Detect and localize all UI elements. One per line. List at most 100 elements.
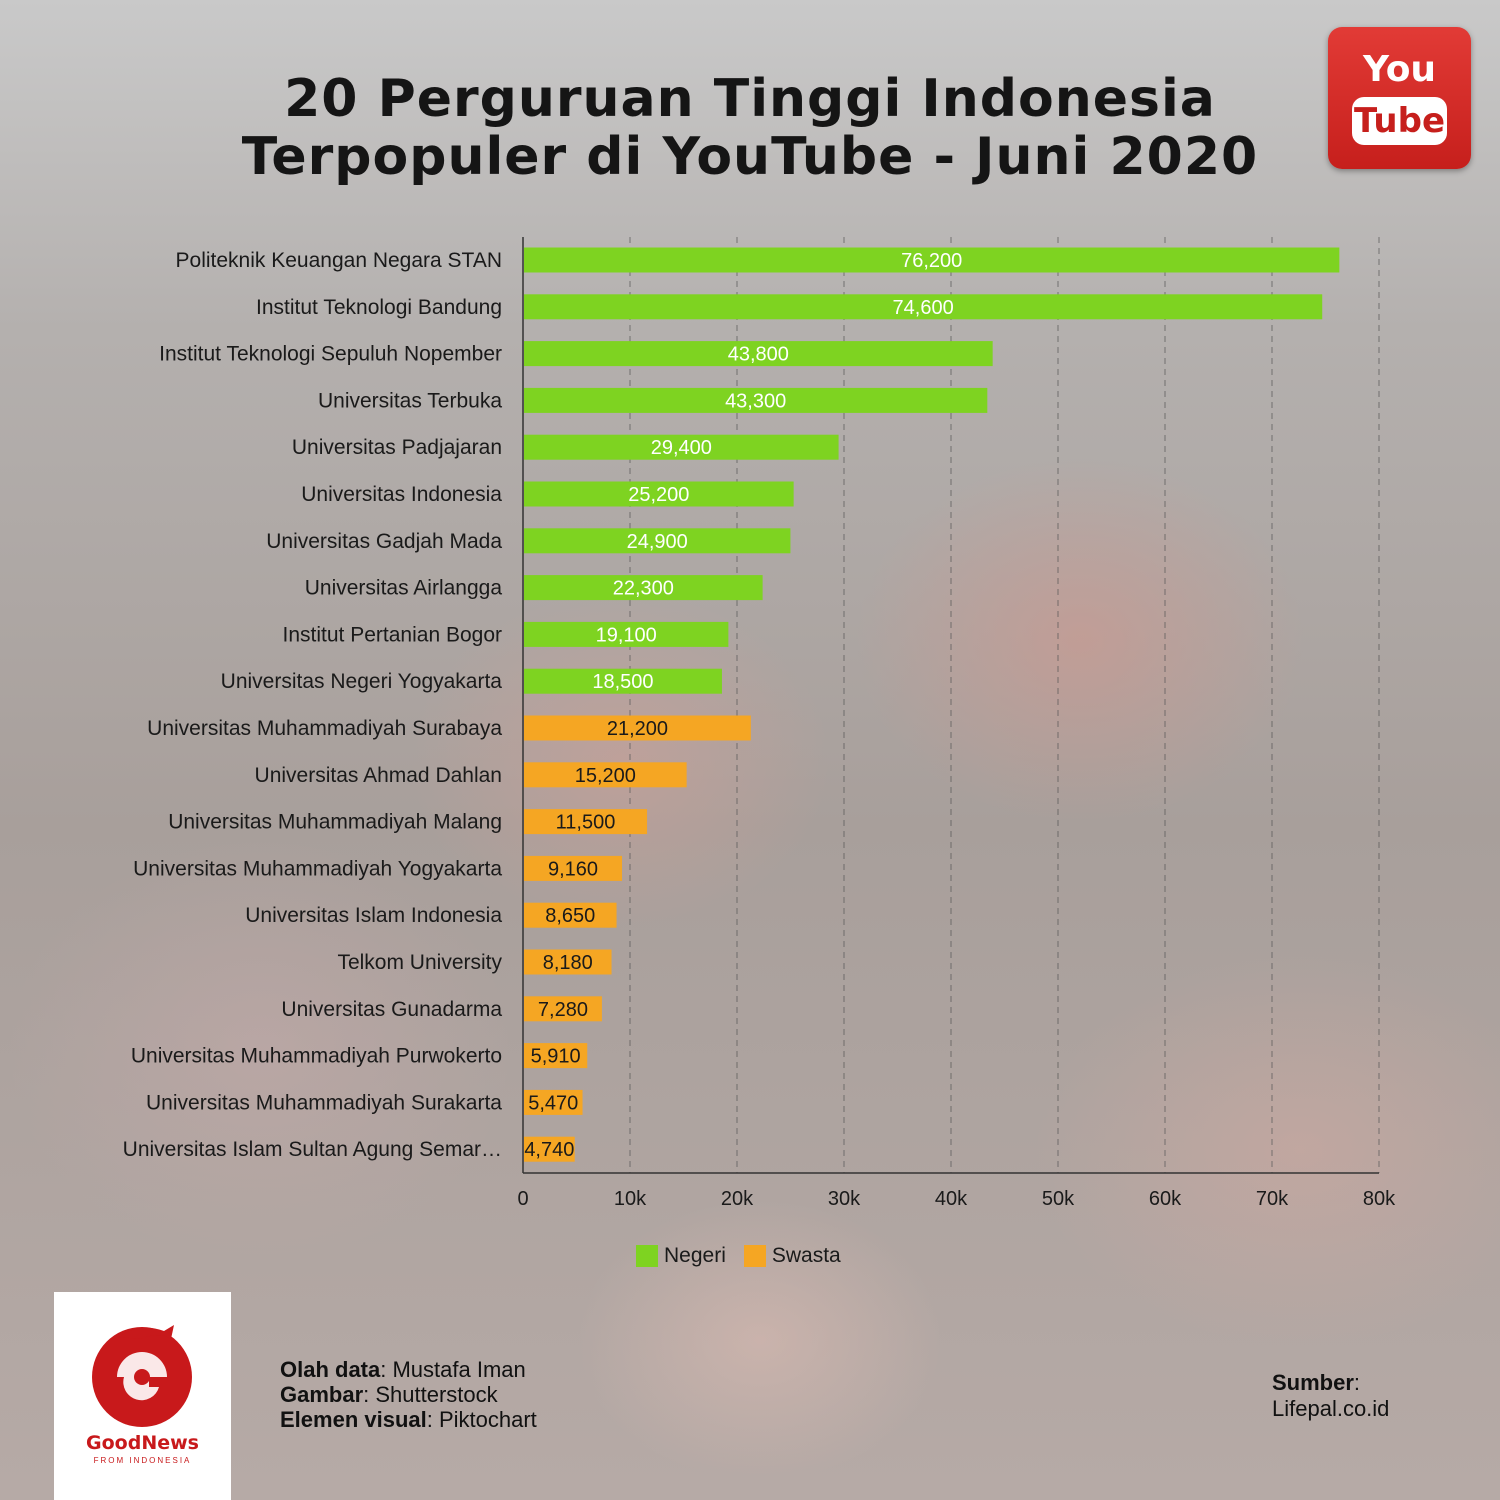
- source-label: Sumber: [1272, 1370, 1354, 1395]
- data-label: 29,400: [651, 437, 712, 459]
- bar: [524, 715, 751, 741]
- youtube-logo-icon: You Tube: [1328, 27, 1471, 169]
- x-tick-label: 80k: [1363, 1188, 1396, 1210]
- data-label: 76,200: [901, 250, 962, 272]
- title-line-2: Terpopuler di YouTube - Juni 2020: [241, 127, 1259, 187]
- category-label: Universitas Muhammadiyah Yogyakarta: [133, 857, 502, 880]
- x-tick-label: 50k: [1042, 1188, 1075, 1210]
- bar: [524, 528, 791, 554]
- bar: [524, 1136, 575, 1162]
- chart-legend: Negeri Swasta: [636, 1244, 859, 1268]
- bar: [524, 247, 1340, 273]
- x-tick-label: 40k: [935, 1188, 968, 1210]
- credit-value: : Mustafa Iman: [380, 1357, 526, 1382]
- category-label: Politeknik Keuangan Negara STAN: [176, 249, 502, 272]
- legend-label: Negeri: [664, 1244, 726, 1267]
- data-label: 11,500: [556, 812, 616, 834]
- bar: [524, 1043, 588, 1069]
- data-label: 19,100: [596, 624, 657, 646]
- youtube-logo-you-text: You: [1362, 49, 1437, 90]
- category-label: Institut Pertanian Bogor: [283, 623, 502, 646]
- data-label: 7,280: [538, 999, 588, 1021]
- category-label: Universitas Negeri Yogyakarta: [221, 670, 503, 693]
- bar: [524, 294, 1323, 320]
- source-block: Sumber: Lifepal.co.id: [1272, 1370, 1389, 1422]
- data-label: 9,160: [548, 858, 598, 880]
- category-label: Institut Teknologi Sepuluh Nopember: [159, 343, 502, 366]
- credit-line: Elemen visual: Piktochart: [280, 1407, 537, 1432]
- category-label: Universitas Muhammadiyah Surabaya: [147, 717, 502, 740]
- credit-value: : Piktochart: [426, 1407, 537, 1432]
- category-label: Universitas Muhammadiyah Malang: [168, 811, 502, 834]
- bar: [524, 902, 617, 928]
- bar: [524, 1089, 583, 1115]
- category-label: Universitas Ahmad Dahlan: [255, 764, 502, 787]
- data-label: 25,200: [628, 484, 689, 506]
- category-label: Universitas Airlangga: [305, 577, 503, 600]
- bar: [524, 575, 763, 601]
- category-label: Universitas Islam Indonesia: [245, 904, 502, 927]
- bar: [524, 996, 602, 1022]
- data-label: 5,910: [531, 1046, 581, 1068]
- x-tick-label: 0: [517, 1188, 528, 1210]
- title-line-1: 20 Perguruan Tinggi Indonesia: [284, 69, 1216, 129]
- category-label: Universitas Terbuka: [318, 389, 502, 412]
- chart-title: 20 Perguruan Tinggi Indonesia Terpopuler…: [0, 70, 1500, 186]
- bar: [524, 668, 722, 694]
- data-label: 5,470: [528, 1092, 578, 1114]
- data-label: 22,300: [613, 578, 674, 600]
- bar: [524, 855, 623, 881]
- category-label: Universitas Gunadarma: [281, 998, 502, 1021]
- credit-label: Gambar: [280, 1382, 364, 1407]
- youtube-logo-tube-text: Tube: [1352, 97, 1447, 145]
- x-tick-label: 30k: [828, 1188, 861, 1210]
- bar: [524, 949, 612, 975]
- credit-line: Gambar: Shutterstock: [280, 1382, 537, 1407]
- category-label: Universitas Padjajaran: [292, 436, 502, 459]
- category-label: Universitas Muhammadiyah Surakarta: [146, 1091, 502, 1114]
- credit-label: Olah data: [280, 1357, 381, 1382]
- legend-item: Negeri: [636, 1244, 726, 1268]
- bar: [524, 481, 794, 507]
- bar: [524, 341, 993, 367]
- legend-label: Swasta: [771, 1244, 841, 1267]
- category-label: Universitas Muhammadiyah Purwokerto: [131, 1045, 502, 1068]
- credit-value: : Shutterstock: [363, 1382, 498, 1407]
- data-label: 43,300: [725, 390, 786, 412]
- credits-block: Olah data: Mustafa Iman Gambar: Shutters…: [280, 1357, 537, 1432]
- data-label: 4,740: [524, 1139, 574, 1161]
- data-label: 24,900: [627, 531, 688, 553]
- x-tick-label: 20k: [721, 1188, 754, 1210]
- data-label: 8,180: [543, 952, 593, 974]
- goodnews-logo: GoodNews FROM INDONESIA: [54, 1292, 231, 1500]
- category-label: Universitas Gadjah Mada: [266, 530, 502, 553]
- x-tick-label: 10k: [614, 1188, 647, 1210]
- source-colon: :: [1353, 1370, 1361, 1395]
- legend-swatch: [636, 1245, 658, 1267]
- credit-label: Elemen visual: [280, 1407, 427, 1432]
- goodnews-logo-subtitle: FROM INDONESIA: [93, 1456, 192, 1465]
- legend-swatch: [743, 1245, 766, 1267]
- x-tick-label: 70k: [1256, 1188, 1289, 1210]
- category-label: Universitas Indonesia: [301, 483, 502, 506]
- goodnews-logo-name: GoodNews: [86, 1432, 199, 1454]
- data-label: 74,600: [893, 297, 954, 319]
- source-value: Lifepal.co.id: [1272, 1396, 1390, 1421]
- data-label: 18,500: [592, 671, 653, 693]
- garuda-emblem-icon: [92, 1325, 192, 1427]
- bar: [524, 762, 687, 788]
- data-label: 21,200: [607, 718, 668, 740]
- bar: [524, 387, 988, 413]
- x-tick-label: 60k: [1149, 1188, 1182, 1210]
- bar: [524, 621, 729, 647]
- category-label: Universitas Islam Sultan Agung Semar…: [123, 1138, 502, 1161]
- bar: [524, 434, 839, 460]
- data-label: 43,800: [728, 344, 789, 366]
- category-label: Telkom University: [337, 951, 502, 974]
- data-label: 8,650: [545, 905, 595, 927]
- data-label: 15,200: [575, 765, 636, 787]
- credit-line: Olah data: Mustafa Iman: [280, 1357, 537, 1382]
- legend-item: Swasta: [743, 1244, 841, 1268]
